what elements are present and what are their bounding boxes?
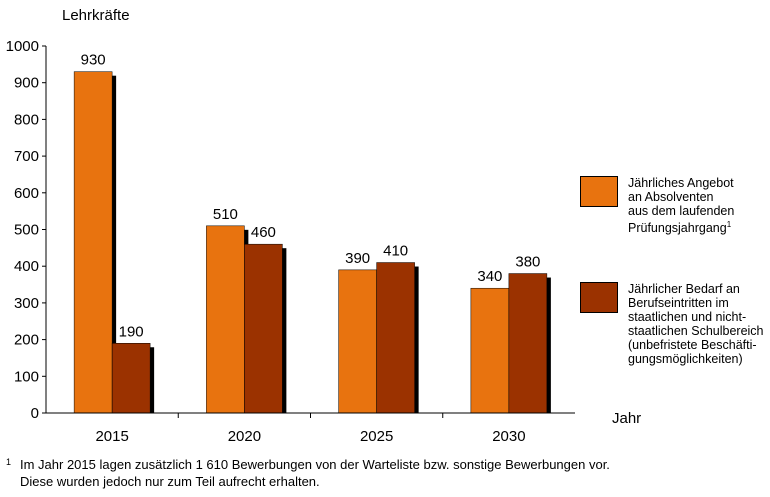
- bar-angebot-2030: [470, 287, 510, 414]
- data-label-angebot-2030: 340: [477, 268, 502, 285]
- data-label-bedarf-2025: 410: [383, 243, 408, 260]
- legend-swatch-bedarf: [580, 282, 618, 313]
- y-axis: 0 100 200 300 400 500 600 700 800 900 1000: [6, 38, 47, 422]
- bar-bedarf-2020: [244, 243, 283, 414]
- y-tick-label-100: 100: [14, 368, 39, 385]
- legend-label-bedarf: Jährlicher Bedarf an Berufseintritten im…: [628, 282, 764, 366]
- bar-angebot-2015: [73, 71, 113, 414]
- bar-bedarf-2025: [376, 262, 415, 414]
- bar-bedarf-2015: [111, 343, 151, 414]
- x-axis-label: Jahr: [612, 410, 641, 427]
- y-tick-label-300: 300: [14, 295, 39, 312]
- legend-label-angebot: Jährliches Angebot an Absolventen aus de…: [628, 176, 735, 236]
- y-tick-label-400: 400: [14, 258, 39, 275]
- data-label-angebot-2015: 930: [81, 52, 106, 69]
- y-tick-label-1000: 1000: [6, 38, 39, 55]
- footnote-mark: 1: [6, 457, 12, 467]
- y-tick-label-800: 800: [14, 111, 39, 128]
- bar-angebot-2020: [206, 225, 245, 414]
- data-label-bedarf-2030: 380: [515, 254, 540, 271]
- y-axis-label: Lehrkräfte: [62, 7, 130, 24]
- legend-footnote-ref: 1: [726, 220, 732, 229]
- y-tick-label-600: 600: [14, 185, 39, 202]
- data-label-angebot-2020: 510: [213, 206, 238, 223]
- bars: 930 190 510 460 390 410 340 380: [73, 52, 551, 414]
- y-tick-label-0: 0: [31, 405, 39, 422]
- y-tick-label-900: 900: [14, 75, 39, 92]
- footnote-line-1: Im Jahr 2015 lagen zusätzlich 1 610 Bewe…: [20, 457, 610, 472]
- bar-angebot-2025: [338, 269, 377, 414]
- data-label-bedarf-2020: 460: [251, 224, 276, 241]
- legend-swatch-angebot: [580, 176, 618, 207]
- x-axis: 2015 2020 2025 2030: [46, 412, 575, 445]
- y-tick-label-200: 200: [14, 332, 39, 349]
- x-tick-label-2030: 2030: [492, 428, 525, 445]
- data-label-bedarf-2015: 190: [119, 323, 144, 340]
- footnote-line-2: Diese wurden jedoch nur zum Teil aufrech…: [20, 474, 320, 489]
- bar-bedarf-2030: [508, 273, 548, 414]
- data-label-angebot-2025: 390: [345, 250, 370, 267]
- legend-item-angebot: Jährliches Angebot an Absolventen aus de…: [580, 176, 734, 235]
- footnote: 1 Im Jahr 2015 lagen zusätzlich 1 610 Be…: [6, 456, 610, 490]
- x-tick-label-2015: 2015: [95, 428, 128, 445]
- x-tick-label-2025: 2025: [360, 428, 393, 445]
- y-tick-label-500: 500: [14, 222, 39, 239]
- y-tick-label-700: 700: [14, 148, 39, 165]
- x-tick-label-2020: 2020: [228, 428, 261, 445]
- legend-item-bedarf: Jährlicher Bedarf an Berufseintritten im…: [580, 282, 764, 366]
- bar-chart: Lehrkräfte Jahr 0 100 200 300 400 500 600 700 80…: [6, 7, 642, 445]
